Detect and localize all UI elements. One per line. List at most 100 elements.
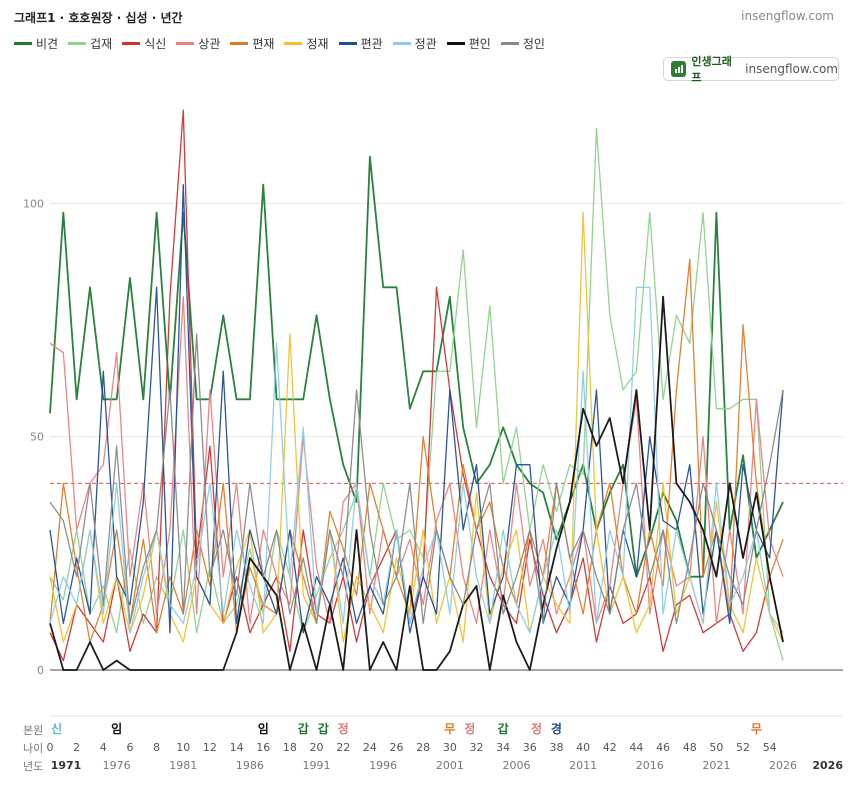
legend-item[interactable]: 편인 <box>446 35 491 52</box>
x-tick-label: 2 <box>73 741 80 754</box>
x-tick-label: 42 <box>603 741 617 754</box>
x-tick-label: 44 <box>629 741 643 754</box>
base-marker: 임 <box>258 722 269 736</box>
legend-swatch <box>446 42 465 45</box>
base-marker: 신 <box>51 721 62 736</box>
end-year-label: 2026 <box>812 759 843 772</box>
x-tick-label: 1986 <box>236 759 264 772</box>
x-tick-label: 54 <box>763 741 777 754</box>
x-tick-label: 18 <box>283 741 297 754</box>
x-tick-label: 1996 <box>369 759 397 772</box>
brand-site: insengflow.com <box>745 62 838 76</box>
legend-item[interactable]: 식신 <box>122 35 166 52</box>
legend-item[interactable]: 편관 <box>338 35 383 52</box>
legend-item[interactable]: 겁재 <box>68 35 112 52</box>
x-tick-label: 28 <box>416 741 430 754</box>
base-marker: 무 <box>751 722 762 736</box>
legend: 비견 겁재 식신 상관 편재 정재 편관 정관 편인 정인 <box>14 35 555 52</box>
x-tick-label: 24 <box>363 741 377 754</box>
x-tick-label: 20 <box>310 741 324 754</box>
x-tick-label: 46 <box>656 741 670 754</box>
legend-swatch <box>176 42 195 45</box>
x-tick-label: 16 <box>256 741 270 754</box>
x-tick-label: 32 <box>469 741 483 754</box>
brand-name: 인생그래프 <box>691 55 732 84</box>
x-tick-label: 38 <box>549 741 563 754</box>
x-tick-label: 1971 <box>51 759 82 772</box>
base-marker: 정 <box>464 721 475 736</box>
x-tick-label: 2001 <box>436 759 464 772</box>
x-tick-label: 30 <box>443 741 457 754</box>
legend-swatch <box>392 42 411 45</box>
x-tick-label: 12 <box>203 741 217 754</box>
series-line <box>49 258 784 643</box>
legend-item[interactable]: 정관 <box>392 35 437 52</box>
series-line <box>49 128 784 661</box>
x-tick-label: 6 <box>126 741 133 754</box>
x-tick-label: 8 <box>153 741 160 754</box>
legend-label: 정관 <box>414 37 437 51</box>
legend-label: 겁재 <box>90 37 113 51</box>
legend-swatch <box>122 42 141 45</box>
legend-label: 상관 <box>198 37 221 51</box>
x-tick-label: 2016 <box>636 759 664 772</box>
legend-label: 편관 <box>360 37 383 51</box>
base-marker: 임 <box>111 722 122 736</box>
legend-item[interactable]: 편재 <box>230 35 274 52</box>
legend-swatch <box>284 42 303 45</box>
y-tick-label: 0 <box>37 664 44 677</box>
legend-item[interactable]: 정재 <box>284 35 329 52</box>
legend-label: 비견 <box>36 37 59 51</box>
row-label-year: 년도 <box>23 760 44 773</box>
base-marker: 무 <box>444 722 455 736</box>
x-tick-label: 22 <box>336 741 350 754</box>
row-label-base: 본원 <box>23 724 44 737</box>
legend-label: 편인 <box>468 37 491 51</box>
x-tick-label: 4 <box>100 741 107 754</box>
legend-swatch <box>230 42 249 45</box>
x-tick-label: 10 <box>176 741 190 754</box>
x-tick-label: 2006 <box>502 759 530 772</box>
base-marker: 정 <box>531 721 542 736</box>
x-tick-label: 1976 <box>103 759 131 772</box>
x-tick-label: 52 <box>736 741 750 754</box>
legend-item[interactable]: 상관 <box>176 35 220 52</box>
series-line <box>49 184 784 634</box>
brand-badge[interactable]: 인생그래프 insengflow.com <box>663 55 839 84</box>
legend-item[interactable]: 정인 <box>500 35 545 52</box>
series-line <box>49 109 784 662</box>
legend-swatch <box>68 42 87 45</box>
x-tick-label: 1991 <box>303 759 331 772</box>
x-tick-label: 34 <box>496 741 510 754</box>
x-tick-label: 0 <box>47 741 54 754</box>
x-tick-label: 36 <box>523 741 537 754</box>
x-tick-label: 14 <box>230 741 244 754</box>
legend-swatch <box>500 42 519 45</box>
series-line <box>49 295 784 671</box>
x-tick-label: 2011 <box>569 759 597 772</box>
x-tick-label: 2026 <box>769 759 797 772</box>
series-line <box>49 286 784 634</box>
x-tick-label: 40 <box>576 741 590 754</box>
base-marker: 경 <box>551 722 562 736</box>
x-tick-label: 50 <box>709 741 723 754</box>
legend-label: 정인 <box>522 37 545 51</box>
base-marker: 갑 <box>298 722 309 736</box>
base-marker: 갑 <box>318 722 329 736</box>
legend-label: 정재 <box>306 37 329 51</box>
legend-label: 식신 <box>144 37 167 51</box>
x-tick-label: 2021 <box>702 759 730 772</box>
chart-logo-icon <box>671 61 687 77</box>
base-marker: 정 <box>338 721 349 736</box>
legend-label: 편재 <box>252 37 275 51</box>
legend-item[interactable]: 비견 <box>14 35 58 52</box>
x-tick-label: 1981 <box>169 759 197 772</box>
legend-swatch <box>14 42 32 45</box>
base-marker: 갑 <box>498 722 509 736</box>
series-line <box>49 333 784 624</box>
chart-title: 그래프1 · 호호원장 · 십성 · 년간 <box>14 11 183 25</box>
x-tick-label: 48 <box>683 741 697 754</box>
site-link[interactable]: insengflow.com <box>741 9 834 23</box>
row-label-age: 나이 <box>23 742 44 755</box>
